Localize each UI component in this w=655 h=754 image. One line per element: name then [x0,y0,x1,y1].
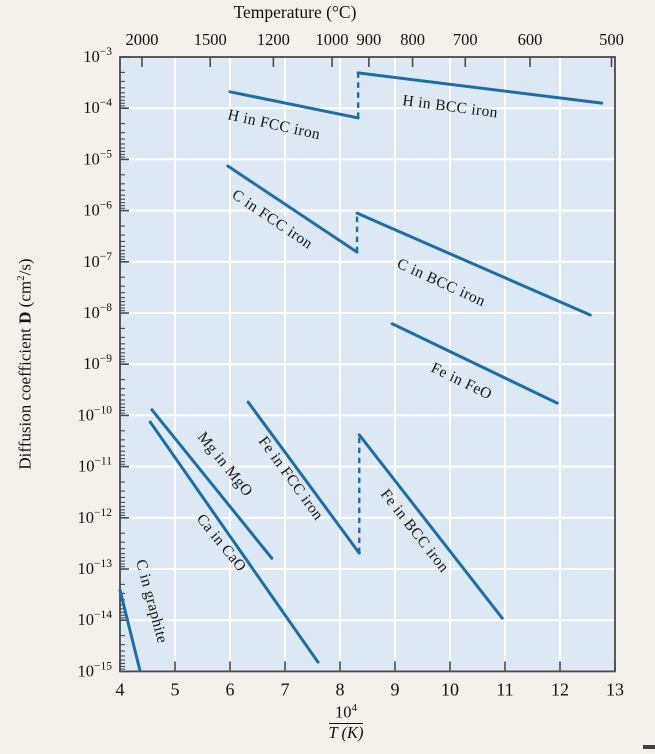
x-tick-label: 10 [441,679,459,699]
series-line-h-in-bcc-iron [356,71,604,105]
series-line-c-in-bcc-iron [355,211,592,317]
series-line-ca-in-cao [148,420,320,664]
x-tick-label: 7 [281,679,290,699]
y-axis-title: Diffusion coefficient D (cm2/s) [15,258,35,470]
series-line-h-in-fcc-iron [228,90,360,120]
y-tick-label: 10−4 [83,97,112,117]
temperature-tick-label: 1500 [194,30,227,49]
series-line-fe-in-feo [390,322,559,405]
temperature-tick-label: 600 [518,30,543,49]
scan-artifact [643,745,655,749]
top-axis-title: Temperature (°C) [233,2,357,22]
y-tick-label: 10−8 [83,302,112,322]
x-axis-title: 104 T (K) [317,702,375,743]
x-axis-fraction-denominator: T (K) [328,723,364,743]
y-tick-label: 10−3 [83,46,112,66]
x-tick-label: 6 [226,679,235,699]
temperature-tick-label: 900 [357,30,382,49]
temperature-tick-label: 2000 [125,30,158,49]
y-tick-label: 10−14 [78,609,113,629]
x-tick-label: 8 [336,679,345,699]
y-tick-label: 10−11 [78,456,112,476]
series-line-mg-in-mgo [150,408,274,560]
y-axis-title-text: Diffusion coefficient [15,328,35,470]
x-tick-label: 13 [606,679,624,699]
y-tick-label: 10−6 [83,200,112,220]
temperature-tick-label: 1000 [316,30,349,49]
x-tick-label: 4 [116,679,125,699]
y-tick-label: 10−7 [83,251,112,271]
x-tick-label: 5 [171,679,180,699]
temperature-tick-label: 800 [400,30,425,49]
y-tick-label: 10−13 [78,558,113,578]
y-tick-label: 10−12 [78,507,113,527]
y-axis-symbol: D [15,311,35,324]
x-axis-fraction-numerator: 104 [329,702,363,725]
y-tick-label: 10−10 [78,404,113,424]
temperature-tick-label: 1200 [257,30,290,49]
series-line-c-in-fcc-iron [226,164,359,254]
y-tick-label: 10−9 [83,353,112,373]
series-line-c-in-graphite [118,588,142,672]
series-line-fe-in-bcc-iron [357,433,504,620]
temperature-tick-label: 500 [599,30,624,49]
x-tick-label: 11 [496,679,513,699]
x-tick-label: 12 [551,679,569,699]
y-tick-label: 10−5 [83,148,112,168]
temperature-tick-label: 700 [453,30,478,49]
x-tick-label: 9 [391,679,400,699]
y-tick-label: 10−15 [78,660,113,680]
series-line-fe-in-fcc-iron [246,400,361,555]
